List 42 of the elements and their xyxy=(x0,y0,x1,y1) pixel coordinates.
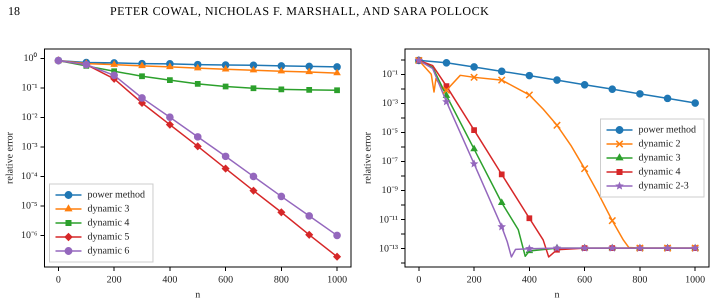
legend-label: dynamic 4 xyxy=(638,166,680,178)
x-tick-label: 0 xyxy=(56,274,61,286)
y-tick-label: 10⁻² xyxy=(21,112,38,124)
text: PETER COWAL, NICHOLAS F. MARSHALL, AND SARA POLLOCK xyxy=(110,4,490,19)
y-tick-label: 10⁻⁵ xyxy=(20,200,38,212)
y-tick-label: 10⁻⁶ xyxy=(20,230,38,242)
legend-label: dynamic 2 xyxy=(638,138,680,150)
y-tick-label: 10⁻¹¹ xyxy=(378,214,398,226)
legend-label: dynamic 2-3 xyxy=(638,180,689,192)
x-tick-label: 800 xyxy=(632,274,648,286)
x-tick-label: 1000 xyxy=(685,274,706,286)
x-tick-label: 400 xyxy=(162,274,178,286)
y-tick-label: 10⁻¹³ xyxy=(378,243,398,254)
x-tick-label: 1000 xyxy=(327,274,348,286)
legend-label: dynamic 3 xyxy=(87,204,130,215)
x-tick-label: 200 xyxy=(466,274,482,286)
legend-label: dynamic 4 xyxy=(87,218,130,229)
y-tick-label: 10⁰ xyxy=(23,52,38,64)
x-tick-label: 0 xyxy=(416,274,422,286)
text: 18 xyxy=(8,4,20,19)
y-tick-label: 10⁻³ xyxy=(382,98,398,109)
y-tick-label: 10⁻¹ xyxy=(21,82,38,94)
y-tick-label: 10⁻¹ xyxy=(382,68,398,80)
y-tick-label: 10⁻⁹ xyxy=(381,185,398,196)
y-tick-label: 10⁻³ xyxy=(21,142,38,153)
x-tick-label: 600 xyxy=(218,274,234,286)
y-tick-label: 10⁻⁷ xyxy=(381,156,398,168)
y-axis-title: relative error xyxy=(4,131,16,184)
legend-label: power method xyxy=(638,124,696,136)
legend-label: dynamic 3 xyxy=(638,152,680,164)
x-axis-title: n xyxy=(195,290,200,301)
y-axis-title: relative error xyxy=(362,131,374,184)
x-tick-label: 200 xyxy=(106,274,122,286)
y-tick-label: 10⁻⁴ xyxy=(20,171,38,182)
x-tick-label: 600 xyxy=(577,274,592,286)
y-tick-label: 10⁻⁵ xyxy=(381,127,398,138)
legend-label: dynamic 5 xyxy=(87,232,130,243)
x-axis-title: n xyxy=(554,290,560,301)
legend-label: dynamic 6 xyxy=(87,246,130,257)
x-tick-label: 800 xyxy=(274,274,289,286)
x-tick-label: 400 xyxy=(522,274,537,286)
legend-label: power method xyxy=(87,190,145,201)
